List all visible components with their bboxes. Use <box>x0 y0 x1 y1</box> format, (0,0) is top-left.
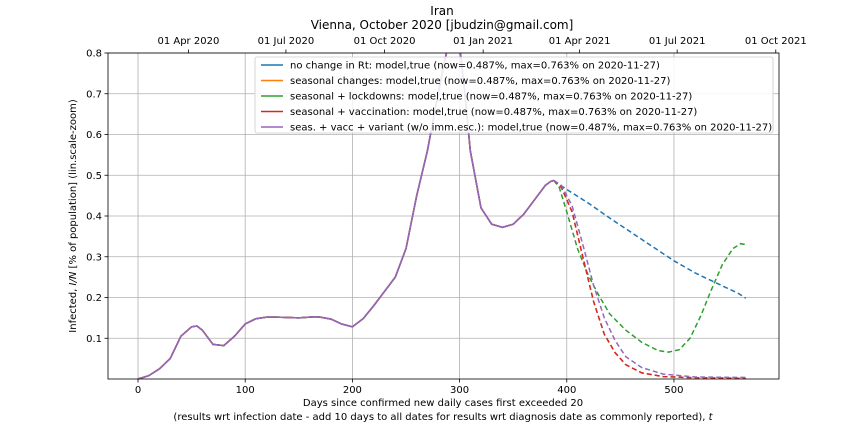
y-axis-label-variable: I/N <box>68 271 79 285</box>
y-tick-label: 0.5 <box>86 171 102 182</box>
y-axis-label: Infected, I/N [% of population] (lin.sca… <box>68 99 79 333</box>
y-tick-label: 0.3 <box>86 252 102 263</box>
top-tick-label: 01 Apr 2020 <box>157 36 219 47</box>
projection-line-5 <box>553 179 746 379</box>
ticks: 0 100 200 300 400 500 0.1 0.2 0.3 0.4 0.5 0.6 0.7 0.8… <box>86 36 807 396</box>
legend-label-4: seasonal + vaccination: model,true (now=… <box>290 107 697 118</box>
series-group <box>137 53 747 379</box>
projection-line-2 <box>553 179 746 379</box>
projection-line-4 <box>553 179 746 379</box>
x-tick-label: 0 <box>135 385 141 396</box>
legend-label-3: seasonal + lockdowns: model,true (now=0.… <box>290 92 692 103</box>
top-tick-label: 01 Jul 2020 <box>258 36 315 47</box>
projection-line-1 <box>553 179 747 299</box>
top-tick-label: 01 Oct 2021 <box>745 36 807 47</box>
legend-label-2: seasonal changes: model,true (now=0.487%… <box>290 76 670 87</box>
legend-label-1: no change in Rt: model,true (now=0.487%,… <box>290 61 660 72</box>
y-tick-label: 0.4 <box>86 212 102 223</box>
x-tick-label: 300 <box>450 385 469 396</box>
x-axis-label-line2: (results wrt infection date - add 10 day… <box>173 412 713 423</box>
y-axis-label-suffix: [% of population] (lin.scale-zoom) <box>68 99 79 268</box>
x-tick-label: 100 <box>236 385 255 396</box>
x-tick-label: 500 <box>664 385 683 396</box>
y-tick-label: 0.2 <box>86 293 102 304</box>
y-axis-label-prefix: Infected, <box>68 289 79 333</box>
history-line-5 <box>137 53 555 379</box>
projection-line-3 <box>553 180 746 353</box>
top-tick-label: 01 Apr 2021 <box>549 36 611 47</box>
y-tick-label: 0.7 <box>86 89 102 100</box>
series-lines <box>137 53 747 379</box>
x-axis-label-variable: t <box>709 412 714 423</box>
x-axis-label: Days since confirmed new daily cases fir… <box>303 398 583 409</box>
legend-box <box>254 56 774 134</box>
legend-label-5: seas. + vacc + variant (w/o imm.esc.): m… <box>290 123 772 134</box>
x-tick-label: 400 <box>557 385 576 396</box>
top-tick-label: 01 Oct 2020 <box>354 36 416 47</box>
chart-title: Iran <box>430 4 453 18</box>
legend: no change in Rt: model,true (now=0.487%,… <box>254 56 774 134</box>
x-axis-label-line2-text: (results wrt infection date - add 10 day… <box>173 412 705 423</box>
y-tick-label: 0.6 <box>86 130 102 141</box>
top-tick-label: 01 Jul 2021 <box>649 36 706 47</box>
y-tick-label: 0.1 <box>86 334 102 345</box>
x-tick-label: 200 <box>343 385 362 396</box>
y-tick-label: 0.8 <box>86 49 102 60</box>
top-tick-label: 01 Jan 2021 <box>453 36 513 47</box>
chart-subtitle: Vienna, October 2020 [jbudzin@gmail.com] <box>311 18 574 32</box>
